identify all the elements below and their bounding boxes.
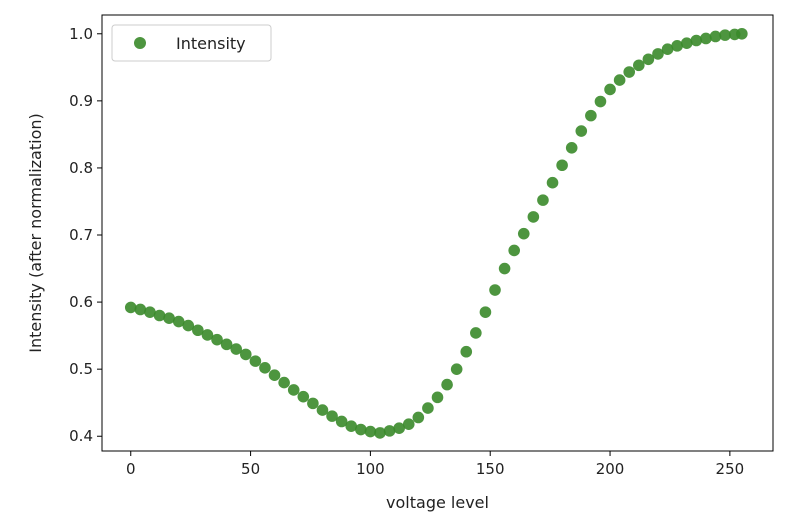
data-point [345,420,358,432]
data-point [613,74,626,86]
data-point [661,43,674,56]
x-tick-label: 100 [356,460,385,478]
data-point [498,262,511,275]
data-point [671,40,683,52]
data-point [422,402,434,414]
data-point [249,355,262,367]
data-point [633,59,645,72]
data-point [680,37,693,49]
y-tick-label: 0.9 [69,92,93,110]
data-point [517,227,530,240]
data-point [700,32,712,45]
data-point [623,66,636,78]
data-point [268,369,281,382]
data-point [124,301,137,314]
data-point [594,95,607,108]
data-point [335,415,348,428]
data-point [287,384,300,396]
data-point [364,425,377,438]
data-point [508,244,520,257]
data-point [575,125,588,137]
x-tick-label: 150 [476,460,505,478]
x-axis-label: voltage level [386,493,489,512]
data-point [316,404,329,416]
x-tick-label: 50 [241,460,260,478]
data-point [565,142,578,154]
y-tick-label: 0.7 [69,226,93,244]
data-point [527,211,540,223]
y-tick-label: 0.5 [69,360,93,378]
data-point [355,423,367,436]
data-point [172,315,185,328]
plot-area [101,14,774,452]
data-point [230,343,242,355]
data-point [470,327,482,339]
data-point [153,309,166,322]
data-point [479,306,492,318]
data-point [201,329,214,341]
data-point [431,391,444,404]
data-point [326,410,338,422]
data-point [211,333,223,346]
data-point [719,29,731,41]
data-point [144,306,156,318]
data-point [182,319,195,332]
x-tick-label: 250 [716,460,745,478]
data-point [537,194,549,206]
x-axis-ticks: 0 50 100 150 200 250 [126,451,744,478]
data-point [441,378,453,391]
data-point [134,303,147,316]
legend-entry-label: Intensity [176,34,246,53]
data-point [239,348,252,361]
x-tick-label: 200 [596,460,625,478]
data-point [642,53,655,66]
data-point [690,34,703,47]
legend: Intensity [111,24,272,62]
data-point [460,345,473,358]
data-point [192,324,204,337]
data-point [297,390,310,403]
data-point [489,284,501,296]
data-point [556,159,568,172]
data-point [278,376,290,389]
data-point [412,411,425,424]
legend-box [111,24,272,62]
data-points [124,27,748,439]
data-point [374,427,386,439]
data-point [736,27,748,40]
data-point [585,109,597,122]
data-point [546,176,559,189]
y-tick-label: 0.4 [69,427,93,445]
data-point [383,425,396,437]
data-point [604,83,616,96]
data-point [307,397,319,410]
y-tick-label: 0.6 [69,293,93,311]
data-point [259,362,271,374]
data-point [450,363,463,375]
data-point [220,338,233,351]
data-point [652,48,664,60]
y-tick-label: 1.0 [69,25,93,43]
data-point [163,312,175,324]
data-point [393,422,405,434]
x-tick-label: 0 [126,460,136,478]
data-point [709,30,722,43]
data-point [402,418,415,430]
y-tick-label: 0.8 [69,159,93,177]
y-axis-label: Intensity (after normalization) [26,113,45,353]
legend-marker [134,37,146,49]
y-axis-ticks: 0.4 0.5 0.6 0.7 0.8 0.9 1.0 [69,25,102,445]
